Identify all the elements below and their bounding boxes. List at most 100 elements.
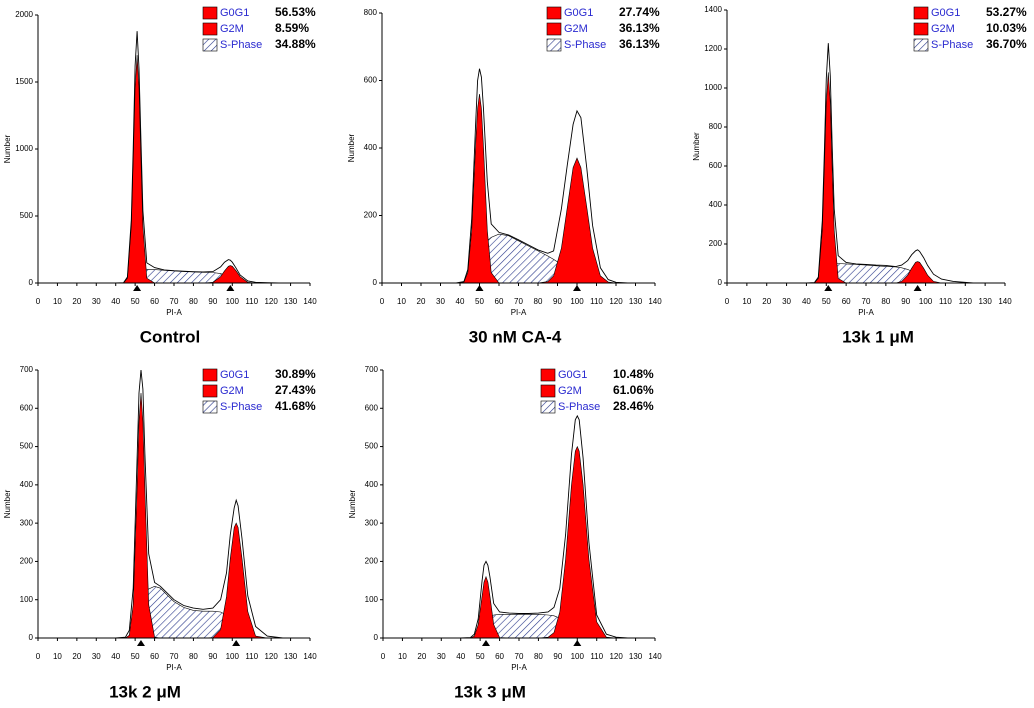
x-tick-label: 80 (189, 297, 198, 306)
x-tick-label: 0 (36, 297, 41, 306)
x-tick-label: 120 (959, 297, 973, 306)
legend-percent: 30.89% (275, 367, 316, 381)
legend-label: G2M (931, 23, 955, 35)
legend-percent: 61.06% (613, 383, 654, 397)
y-tick-label: 800 (709, 122, 723, 131)
legend-swatch (913, 38, 929, 52)
x-tick-label: 120 (264, 652, 278, 661)
legend-label: G2M (220, 385, 244, 397)
x-tick-label: 70 (170, 652, 179, 661)
x-tick-label: 20 (417, 297, 426, 306)
x-tick-label: 0 (725, 297, 730, 306)
x-tick-label: 50 (475, 297, 484, 306)
y-tick-label: 200 (364, 211, 378, 220)
x-tick-label: 20 (72, 297, 81, 306)
x-tick-label: 10 (397, 297, 406, 306)
legend-swatch (913, 6, 929, 20)
legend-swatch (540, 368, 556, 382)
y-tick-label: 300 (365, 518, 379, 527)
x-tick-label: 90 (901, 297, 910, 306)
chart-title: 30 nM CA-4 (469, 327, 562, 346)
x-tick-label: 70 (170, 297, 179, 306)
legend-percent: 27.74% (619, 5, 660, 19)
x-tick-label: 10 (53, 652, 62, 661)
y-axis-label: Number (3, 134, 12, 163)
x-tick-label: 130 (629, 652, 643, 661)
y-tick-label: 1400 (704, 5, 722, 14)
y-tick-label: 800 (364, 8, 378, 17)
x-tick-label: 30 (92, 297, 101, 306)
x-tick-label: 60 (150, 652, 159, 661)
y-tick-label: 100 (365, 595, 379, 604)
y-tick-label: 300 (20, 518, 34, 527)
x-tick-label: 90 (553, 652, 562, 661)
peak-area (115, 392, 283, 639)
legend-percent: 36.70% (986, 37, 1027, 51)
y-tick-label: 600 (20, 403, 34, 412)
x-tick-label: 130 (629, 297, 643, 306)
y-tick-label: 700 (365, 365, 379, 374)
legend-label: G0G1 (220, 7, 249, 19)
x-axis-label: PI-A (511, 308, 527, 317)
x-tick-label: 0 (36, 652, 41, 661)
x-tick-label: 130 (284, 652, 298, 661)
x-tick-label: 80 (189, 652, 198, 661)
x-tick-label: 40 (456, 297, 465, 306)
legend-swatch (202, 400, 218, 414)
y-axis-label: Number (692, 132, 701, 161)
peak-marker (913, 285, 922, 291)
legend-label: G0G1 (558, 369, 587, 381)
x-tick-label: 0 (381, 652, 386, 661)
y-tick-label: 0 (718, 278, 723, 287)
legend-swatch (546, 22, 562, 36)
legend-percent: 8.59% (275, 21, 309, 35)
panel: 0 200 400 600 800 0 10 20 30 40 50 60 70 80 90 100 110 12… (347, 5, 662, 346)
y-tick-label: 700 (20, 365, 34, 374)
panel: 0 100 200 300 400 500 600 700 0 10 20 30 40 50 60 70 80 9… (3, 365, 317, 701)
legend-percent: 53.27% (986, 5, 1027, 19)
x-tick-label: 140 (303, 297, 317, 306)
outline (115, 31, 279, 284)
y-tick-label: 600 (709, 161, 723, 170)
panel: 0 100 200 300 400 500 600 700 0 10 20 30 40 50 60 70 80 9… (348, 365, 662, 701)
legend-percent: 28.46% (613, 399, 654, 413)
x-tick-label: 100 (226, 652, 240, 661)
legend-swatch (546, 38, 562, 52)
x-tick-label: 110 (939, 297, 952, 306)
legend-percent: 10.48% (613, 367, 654, 381)
x-axis-label: PI-A (166, 663, 182, 672)
legend-label: S-Phase (220, 39, 262, 51)
x-tick-label: 90 (208, 652, 217, 661)
x-axis-label: PI-A (511, 663, 527, 672)
legend-percent: 27.43% (275, 383, 316, 397)
legend-percent: 34.88% (275, 37, 316, 51)
peak-marker (481, 640, 490, 646)
legend-percent: 56.53% (275, 5, 316, 19)
x-tick-label: 140 (648, 652, 662, 661)
x-tick-label: 110 (590, 297, 603, 306)
x-axis-label: PI-A (858, 308, 874, 317)
x-tick-label: 120 (609, 297, 623, 306)
x-tick-label: 0 (380, 297, 385, 306)
x-tick-label: 140 (648, 297, 662, 306)
x-tick-label: 100 (919, 297, 933, 306)
legend-swatch (202, 368, 218, 382)
legend-percent: 41.68% (275, 399, 316, 413)
peak-marker (226, 285, 235, 291)
y-tick-label: 1000 (15, 144, 33, 153)
legend-swatch (546, 6, 562, 20)
outline (115, 369, 283, 639)
y-tick-label: 400 (709, 200, 723, 209)
x-tick-label: 80 (881, 297, 890, 306)
peak-marker (573, 640, 582, 646)
legend-label: S-Phase (220, 401, 262, 413)
y-tick-label: 400 (20, 480, 34, 489)
outline (806, 43, 974, 284)
peak-marker (232, 640, 241, 646)
y-tick-label: 500 (20, 442, 34, 451)
x-tick-label: 110 (590, 652, 603, 661)
x-tick-label: 110 (245, 652, 258, 661)
x-tick-label: 80 (534, 297, 543, 306)
x-tick-label: 70 (515, 652, 524, 661)
